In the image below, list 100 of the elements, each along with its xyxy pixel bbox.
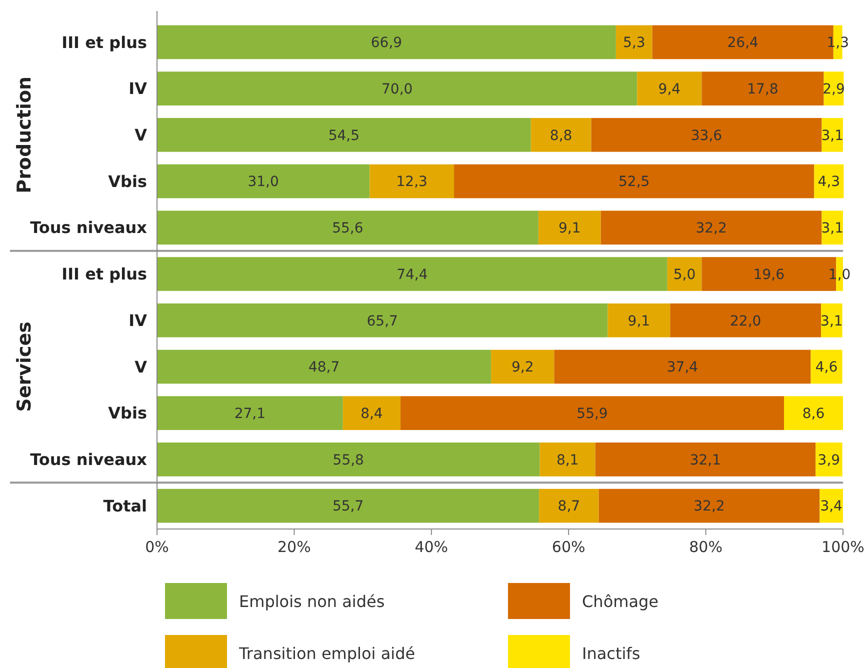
y-tick-label: V xyxy=(134,126,148,145)
data-label: 8,8 xyxy=(550,128,572,144)
data-label: 22,0 xyxy=(730,313,762,330)
data-label: 32,2 xyxy=(696,220,727,237)
bar xyxy=(538,210,601,245)
bar xyxy=(491,350,554,384)
data-label: 4,6 xyxy=(815,360,838,376)
bar xyxy=(637,72,702,106)
bar xyxy=(595,442,816,476)
data-label: 3,9 xyxy=(818,452,840,468)
data-label: 32,1 xyxy=(690,452,722,468)
data-label: 66,9 xyxy=(370,35,402,52)
bar xyxy=(157,25,616,60)
data-label: 1,0 xyxy=(828,266,851,283)
y-tick-label: III et plus xyxy=(62,264,147,284)
data-label: 55,8 xyxy=(332,452,364,468)
data-label: 65,7 xyxy=(366,313,398,330)
data-label: 31,0 xyxy=(248,174,279,190)
bar xyxy=(539,488,599,523)
data-label: 8,7 xyxy=(558,498,580,515)
bar xyxy=(157,164,370,198)
data-label: 4,3 xyxy=(818,174,840,190)
y-tick-label: IV xyxy=(128,79,148,98)
x-tick-label: 80% xyxy=(689,538,722,556)
data-label: 32,2 xyxy=(694,498,725,515)
bar xyxy=(600,210,822,245)
data-label: 9,1 xyxy=(558,220,581,237)
bar xyxy=(616,25,652,60)
bar xyxy=(540,442,596,476)
bar xyxy=(667,257,702,291)
data-label: 74,4 xyxy=(396,266,428,283)
data-label: 48,7 xyxy=(308,360,340,376)
bar xyxy=(342,396,401,430)
bar xyxy=(810,350,842,384)
bar xyxy=(157,442,540,476)
data-label: 3,1 xyxy=(821,220,844,237)
data-label: 9,1 xyxy=(628,313,650,330)
bar xyxy=(157,488,540,523)
y-tick-label: IV xyxy=(128,310,148,330)
y-tick-label: Vbis xyxy=(108,404,147,423)
bar xyxy=(608,303,670,338)
data-label: 8,4 xyxy=(360,406,383,422)
data-label: 19,6 xyxy=(753,266,785,283)
bar xyxy=(157,350,492,384)
bar xyxy=(670,303,822,338)
bar xyxy=(554,350,811,384)
x-tick-label: 100% xyxy=(822,538,864,556)
data-label: 17,8 xyxy=(747,81,778,98)
y-tick-label: Tous niveaux xyxy=(30,450,148,470)
data-label: 70,0 xyxy=(382,81,413,98)
bar xyxy=(822,210,843,245)
data-label: 33,6 xyxy=(690,128,722,144)
data-label: 27,1 xyxy=(234,406,266,422)
bar xyxy=(157,396,343,430)
data-label: 54,5 xyxy=(328,128,360,144)
data-label: 26,4 xyxy=(727,35,759,52)
bar xyxy=(816,442,842,476)
bar xyxy=(157,210,538,245)
data-label: 3,1 xyxy=(821,128,844,144)
legend-label: Inactifs xyxy=(582,644,640,663)
data-label: 37,4 xyxy=(666,360,698,376)
x-tick-label: 0% xyxy=(145,538,169,556)
bar xyxy=(702,72,824,106)
legend-label: Chômage xyxy=(582,592,658,611)
data-label: 9,2 xyxy=(512,360,534,376)
legend-label: Emplois non aidés xyxy=(239,592,385,611)
bar xyxy=(157,72,638,106)
x-tick-label: 60% xyxy=(552,538,586,556)
bar xyxy=(598,488,820,523)
bar xyxy=(157,118,531,152)
data-label: 5,3 xyxy=(622,35,646,52)
data-label: 3,4 xyxy=(820,498,843,515)
y-tick-label: Vbis xyxy=(108,172,147,191)
bar xyxy=(530,118,592,152)
data-label: 5,0 xyxy=(673,266,696,283)
bar xyxy=(591,118,822,152)
data-label: 1,3 xyxy=(826,35,849,52)
y-tick-label: V xyxy=(134,357,148,376)
y-tick-label: III et plus xyxy=(62,32,147,52)
data-label: 52,5 xyxy=(618,174,650,190)
data-label: 12,3 xyxy=(396,174,428,190)
bar xyxy=(821,303,842,338)
text: Production xyxy=(14,76,36,194)
data-label: 55,6 xyxy=(332,220,364,237)
bar xyxy=(370,164,454,198)
data-label: 55,7 xyxy=(332,498,364,515)
data-label: 8,1 xyxy=(556,452,579,468)
data-label: 9,4 xyxy=(658,81,681,98)
bar xyxy=(822,118,843,152)
bar xyxy=(814,164,844,198)
x-tick-label: 40% xyxy=(414,538,448,556)
data-label: 3,1 xyxy=(820,313,843,330)
bar xyxy=(157,257,668,291)
y-tick-label: Tous niveaux xyxy=(30,218,148,238)
data-label: 8,6 xyxy=(802,406,825,422)
text: Services xyxy=(14,322,36,412)
bar xyxy=(454,164,814,198)
bar xyxy=(784,396,843,430)
bar xyxy=(157,303,608,338)
y-tick-label: Total xyxy=(103,496,147,516)
